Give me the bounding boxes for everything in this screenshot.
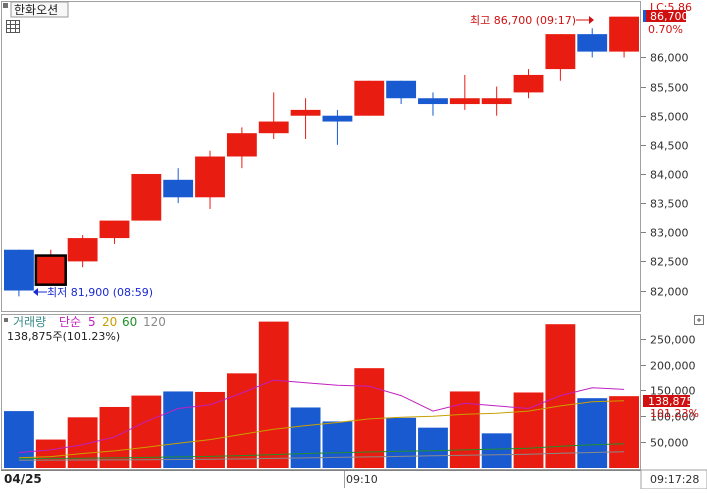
title-tab[interactable] bbox=[10, 1, 69, 18]
price-gridlines bbox=[641, 57, 646, 292]
low-price-label: 최저 81,900 (08:59) bbox=[47, 286, 153, 299]
volume-bar[interactable] bbox=[481, 433, 512, 468]
candle-body[interactable] bbox=[354, 80, 385, 116]
high-arrow-icon bbox=[576, 16, 594, 24]
volume-bar[interactable] bbox=[418, 427, 448, 468]
price-panel-frame bbox=[1, 1, 641, 312]
table-icon[interactable] bbox=[6, 20, 20, 33]
price-tick-label: 82,500 bbox=[650, 256, 689, 269]
candle-body[interactable] bbox=[195, 156, 225, 198]
volume-bar[interactable] bbox=[290, 407, 321, 468]
high-price-label: 최고 86,700 (09:17) bbox=[470, 14, 576, 27]
candle-body[interactable] bbox=[4, 249, 34, 291]
volume-ma60-line bbox=[18, 443, 625, 460]
volume-tick-label: 250,000 bbox=[650, 334, 696, 347]
price-tick-label: 85,000 bbox=[650, 111, 689, 124]
volume-legend-title: 거래량 bbox=[13, 315, 46, 329]
price-tick-label: 84,000 bbox=[650, 169, 689, 182]
expand-icon[interactable] bbox=[694, 315, 704, 325]
candle-body[interactable] bbox=[386, 80, 417, 99]
last-time-label: 09:17:28 bbox=[650, 473, 699, 486]
volume-legend-ma-type: 단순 bbox=[59, 315, 81, 329]
candle-body[interactable] bbox=[449, 98, 480, 105]
price-tick-label: 82,000 bbox=[650, 286, 689, 299]
candle-body[interactable] bbox=[481, 98, 512, 105]
volume-moving-averages bbox=[18, 379, 625, 461]
candle-body[interactable] bbox=[577, 34, 608, 52]
candle-body[interactable] bbox=[99, 220, 130, 239]
volume-axis-ticks: 50,000 100,000 150,000 200,000 250,000 bbox=[650, 334, 696, 450]
volume-bar[interactable] bbox=[513, 392, 544, 468]
price-tick-label: 83,000 bbox=[650, 227, 689, 240]
volume-gridlines bbox=[641, 339, 646, 443]
volume-bar[interactable] bbox=[35, 439, 66, 468]
volume-legend-ma20: 20 bbox=[102, 315, 117, 329]
x-date-label: 04/25 bbox=[4, 472, 42, 486]
candle-body[interactable] bbox=[131, 173, 162, 221]
volume-bar[interactable] bbox=[226, 373, 257, 468]
volume-bar[interactable] bbox=[577, 398, 608, 468]
volume-ma5-line bbox=[18, 379, 625, 453]
volume-tick-label: 100,000 bbox=[650, 411, 696, 424]
x-axis-area bbox=[0, 470, 707, 489]
volume-panel-handle-icon[interactable] bbox=[4, 318, 8, 322]
volume-tick-label: 150,000 bbox=[650, 385, 696, 398]
candle-body[interactable] bbox=[545, 34, 576, 70]
candle-body[interactable] bbox=[290, 109, 321, 116]
candle-body[interactable] bbox=[34, 254, 67, 286]
volume-bar[interactable] bbox=[258, 321, 289, 468]
volume-legend-ma60: 60 bbox=[122, 315, 137, 329]
volume-legend-ma120: 120 bbox=[143, 315, 166, 329]
price-axis-ticks: 82,000 82,500 83,000 83,500 84,000 84,500 85,0… bbox=[650, 52, 689, 299]
candle-body[interactable] bbox=[609, 16, 639, 52]
candle-body[interactable] bbox=[67, 238, 98, 262]
price-tick-label: 83,500 bbox=[650, 198, 689, 211]
volume-info: 138,875주(101.23%) bbox=[7, 330, 120, 343]
price-tick-label: 86,000 bbox=[650, 52, 689, 65]
price-tick-label: 84,500 bbox=[650, 140, 689, 153]
candle-body[interactable] bbox=[258, 121, 289, 134]
volume-bar[interactable] bbox=[609, 396, 639, 468]
price-tick-label: 85,500 bbox=[650, 82, 689, 95]
current-price-badge-marker bbox=[643, 10, 646, 22]
low-arrow-icon bbox=[33, 288, 47, 296]
candlestick-series bbox=[4, 16, 639, 297]
current-price-value: 86,700 bbox=[650, 10, 689, 23]
volume-bar[interactable] bbox=[4, 411, 34, 468]
y-axis-area bbox=[641, 0, 707, 489]
volume-bar[interactable] bbox=[322, 421, 353, 468]
current-volume-percent: 101.23% bbox=[650, 407, 699, 420]
current-volume-badge bbox=[643, 395, 690, 407]
candle-body[interactable] bbox=[163, 179, 194, 198]
current-price-badge bbox=[646, 10, 686, 22]
volume-tick-label: 50,000 bbox=[650, 437, 689, 450]
candle-body[interactable] bbox=[322, 115, 353, 122]
volume-bar[interactable] bbox=[163, 391, 194, 468]
volume-legend-ma5: 5 bbox=[88, 315, 96, 329]
candle-body[interactable] bbox=[226, 133, 257, 157]
candle-body[interactable] bbox=[513, 74, 544, 93]
candle-body[interactable] bbox=[418, 98, 448, 105]
change-percent-value: 0.70% bbox=[648, 23, 683, 36]
volume-bar[interactable] bbox=[386, 417, 417, 468]
volume-bar[interactable] bbox=[131, 395, 162, 468]
panel-handle-icon[interactable] bbox=[3, 3, 8, 8]
volume-ma120-line bbox=[18, 451, 625, 461]
title-tab-label: 한화오션 bbox=[14, 3, 58, 17]
current-volume-value: 138,875 bbox=[648, 395, 694, 408]
volume-tick-label: 200,000 bbox=[650, 360, 696, 373]
volume-ma20-line bbox=[18, 400, 625, 459]
x-time-label: 09:10 bbox=[346, 473, 378, 486]
